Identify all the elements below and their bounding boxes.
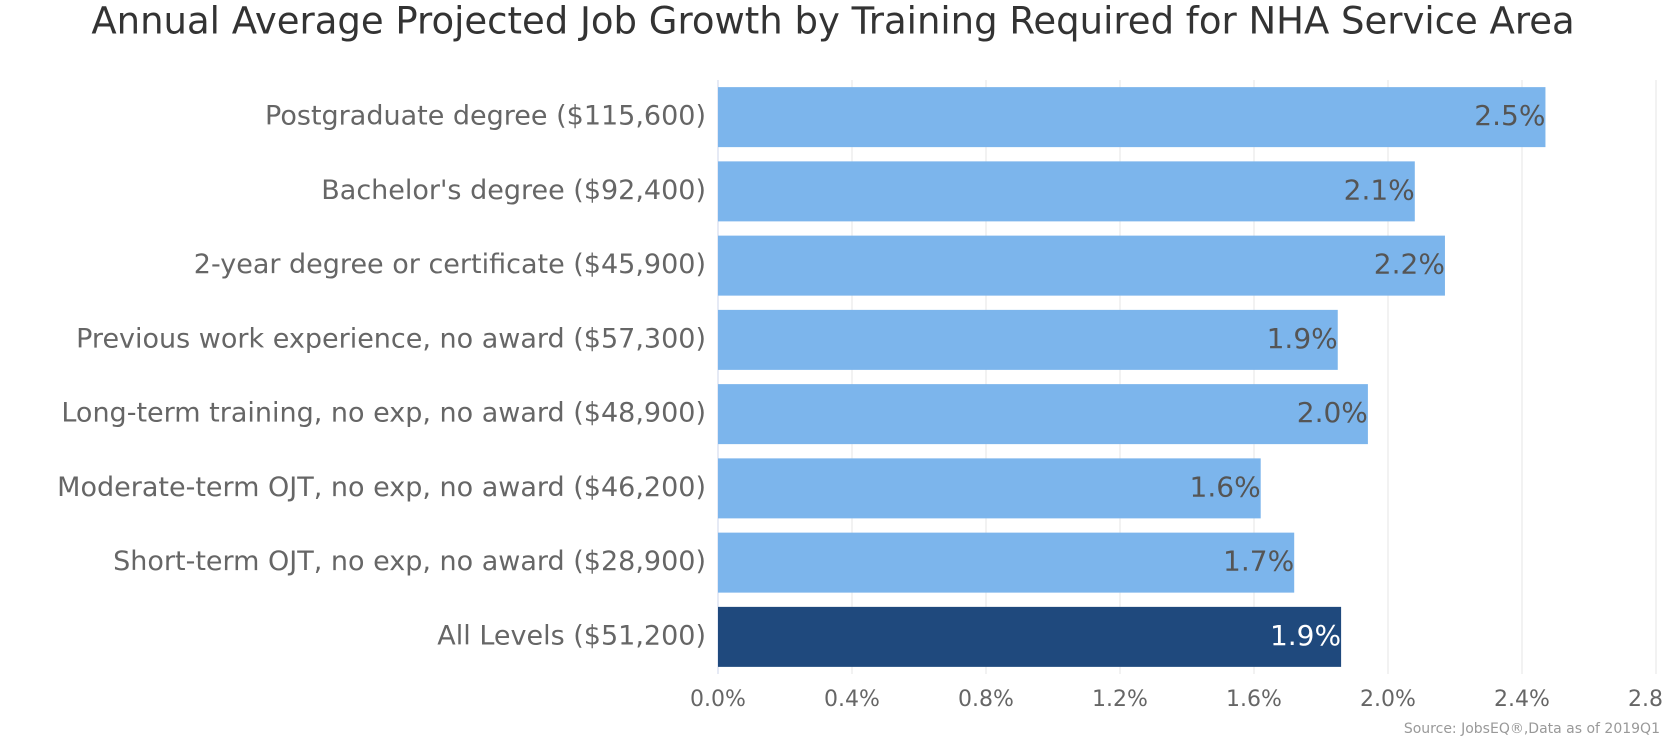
bar bbox=[718, 235, 1445, 296]
bar bbox=[718, 458, 1261, 519]
x-tick-label: 0.4% bbox=[824, 687, 880, 712]
y-tick-label: All Levels ($51,200) bbox=[437, 620, 706, 651]
y-tick-label: Postgraduate degree ($115,600) bbox=[265, 101, 706, 132]
y-tick-label: Bachelor's degree ($92,400) bbox=[321, 175, 706, 206]
y-tick-label: Previous work experience, no award ($57,… bbox=[76, 323, 706, 354]
value-label: 1.9% bbox=[1270, 619, 1341, 652]
x-tick-label: 1.6% bbox=[1226, 687, 1282, 712]
value-label: 1.9% bbox=[1267, 322, 1338, 355]
value-label: 2.5% bbox=[1474, 99, 1545, 132]
bar bbox=[718, 161, 1415, 222]
bar bbox=[718, 309, 1338, 370]
chart-title: Annual Average Projected Job Growth by T… bbox=[91, 0, 1574, 43]
bar bbox=[718, 384, 1368, 445]
y-tick-label: 2-year degree or certificate ($45,900) bbox=[194, 249, 706, 280]
x-tick-label: 2.8% bbox=[1628, 687, 1662, 712]
value-label: 2.2% bbox=[1374, 248, 1445, 281]
value-label: 2.0% bbox=[1297, 396, 1368, 429]
y-tick-label: Short-term OJT, no exp, no award ($28,90… bbox=[113, 546, 706, 577]
bar bbox=[718, 532, 1295, 593]
x-tick-label: 0.0% bbox=[690, 687, 746, 712]
value-label: 1.7% bbox=[1223, 545, 1294, 578]
x-tick-label: 1.2% bbox=[1092, 687, 1148, 712]
y-tick-label: Moderate-term OJT, no exp, no award ($46… bbox=[57, 472, 706, 503]
value-label: 2.1% bbox=[1344, 173, 1415, 206]
y-tick-label: Long-term training, no exp, no award ($4… bbox=[61, 398, 706, 429]
bar bbox=[718, 87, 1546, 148]
value-label: 1.6% bbox=[1190, 470, 1261, 503]
bar bbox=[718, 606, 1342, 667]
x-tick-label: 2.0% bbox=[1360, 687, 1416, 712]
source-note: Source: JobsEQ®,Data as of 2019Q1 bbox=[1404, 721, 1660, 737]
x-tick-label: 2.4% bbox=[1494, 687, 1550, 712]
x-tick-label: 0.8% bbox=[958, 687, 1014, 712]
